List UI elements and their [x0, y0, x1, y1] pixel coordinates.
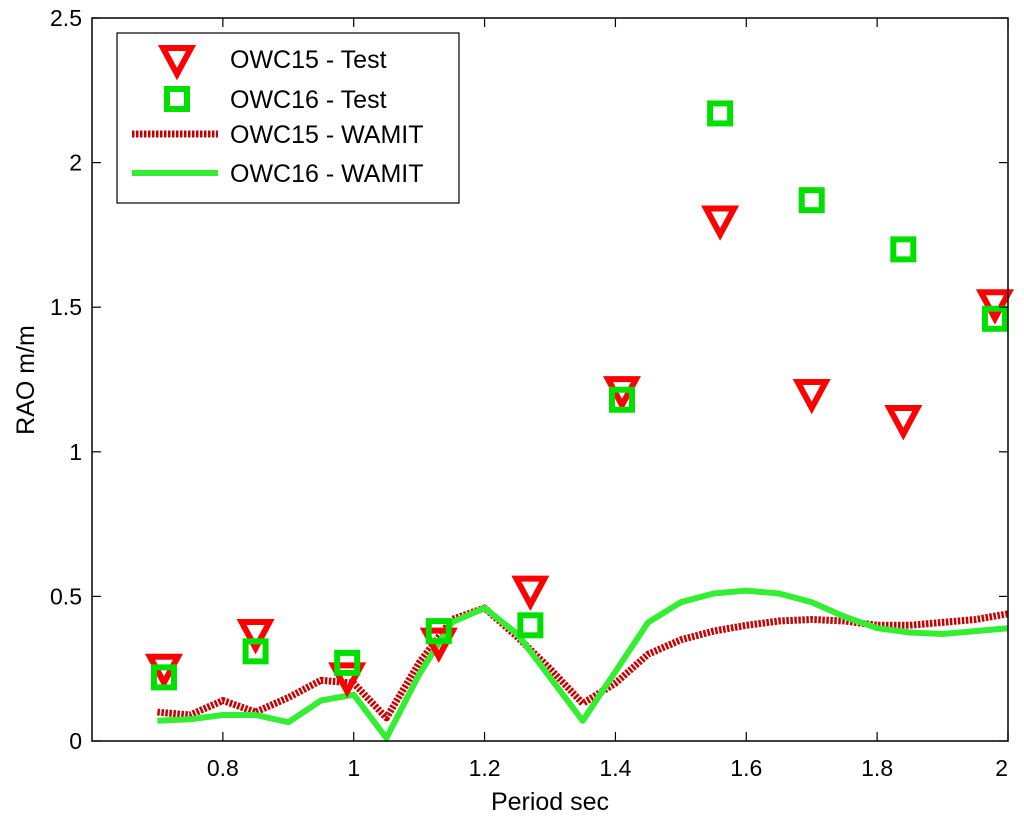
y-tick-label: 0.5	[50, 583, 82, 609]
x-tick-label: 0.8	[207, 755, 239, 781]
owc16-test-point	[981, 305, 1008, 332]
plot-frame	[91, 17, 1009, 742]
owc15-test-point	[701, 205, 740, 241]
x-tick-label: 1.8	[861, 755, 893, 781]
owc16-wamit-line	[157, 587, 1009, 742]
owc15-test-point	[884, 404, 923, 441]
series-markers	[144, 100, 1014, 698]
owc15-test-point	[328, 662, 367, 698]
axis-ticks	[92, 17, 1009, 742]
owc16-test-point	[150, 664, 177, 691]
x-tick-label: 1.4	[599, 755, 631, 781]
owc16-test-point	[242, 638, 269, 665]
owc16-test-point	[608, 386, 635, 413]
x-tick-label: 2	[995, 755, 1008, 781]
legend-label-owc15-wamit: OWC15 - WAMIT	[230, 121, 424, 149]
x-tick-label: 1.6	[730, 755, 762, 781]
x-tick-label: 1	[347, 755, 360, 781]
legend-label-owc15-test: OWC15 - Test	[230, 46, 387, 74]
owc15-test-point	[236, 618, 275, 655]
owc16-test-point	[798, 187, 825, 214]
axis-tick-labels: 0.8 1 1.2 1.4 1.6 1.8 2 0 0.5 1 1.5 2 2.5	[50, 5, 1008, 781]
owc16-test-point	[890, 236, 917, 263]
x-axis-label: Period sec	[491, 788, 609, 816]
legend-swatch-owc16-test	[164, 86, 190, 112]
owc15-test-point	[511, 575, 550, 611]
y-tick-label: 1	[69, 439, 82, 465]
legend-swatches	[132, 45, 218, 176]
owc15-test-point	[975, 289, 1014, 325]
y-tick-label: 0	[69, 728, 82, 754]
legend-swatch-owc15-test	[157, 45, 197, 81]
owc16-test-point	[334, 649, 361, 676]
owc16-test-point	[707, 100, 734, 127]
legend-label-owc16-wamit: OWC16 - WAMIT	[230, 160, 424, 188]
legend-label-owc16-test: OWC16 - Test	[230, 86, 387, 114]
owc15-test-point	[792, 378, 831, 415]
y-tick-label: 2	[69, 150, 82, 176]
y-tick-label: 2.5	[50, 5, 82, 31]
owc16-test-point	[425, 618, 452, 645]
owc16-test-point	[517, 612, 544, 639]
x-tick-label: 1.2	[469, 755, 501, 781]
y-axis-label: RAO m/m	[12, 325, 40, 435]
legend: OWC15 - Test OWC16 - Test OWC15 - WAMIT …	[116, 32, 460, 204]
series-lines	[157, 587, 1009, 742]
y-tick-label: 1.5	[50, 294, 82, 320]
